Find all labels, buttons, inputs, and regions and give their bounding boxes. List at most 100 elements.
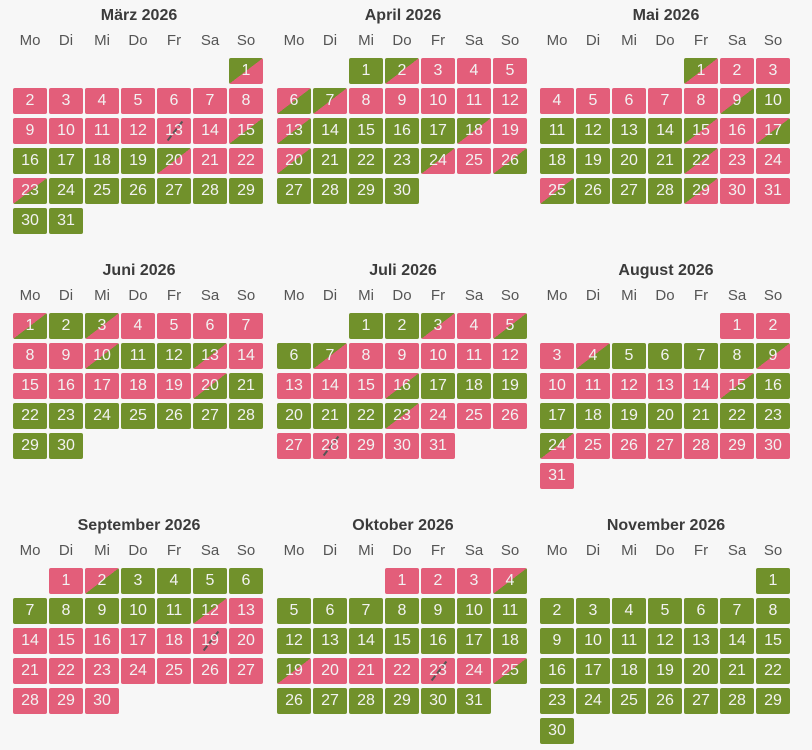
day-cell-r[interactable]: 30 bbox=[85, 688, 119, 714]
day-cell-g[interactable]: 15 bbox=[349, 118, 383, 144]
day-cell-r[interactable]: 13 bbox=[229, 598, 263, 624]
day-cell-g[interactable]: 7 bbox=[349, 598, 383, 624]
day-cell-r[interactable]: 4 bbox=[540, 88, 574, 114]
day-cell-g[interactable]: 30 bbox=[421, 688, 455, 714]
day-cell-r[interactable]: 10 bbox=[49, 118, 83, 144]
day-cell-g[interactable]: 22 bbox=[756, 658, 790, 684]
day-cell-gr[interactable]: 2 bbox=[385, 58, 419, 84]
day-cell-g[interactable]: 22 bbox=[349, 403, 383, 429]
day-cell-g[interactable]: 13 bbox=[313, 628, 347, 654]
day-cell-gr[interactable]: 1 bbox=[229, 58, 263, 84]
day-cell-g[interactable]: 18 bbox=[612, 658, 646, 684]
day-cell-r[interactable]: 23 bbox=[720, 148, 754, 174]
day-cell-g[interactable]: 12 bbox=[157, 343, 191, 369]
day-cell-g[interactable]: 14 bbox=[648, 118, 682, 144]
day-cell-x[interactable]: 28 bbox=[313, 433, 347, 459]
day-cell-g[interactable]: 4 bbox=[157, 568, 191, 594]
day-cell-r[interactable]: 3 bbox=[49, 88, 83, 114]
day-cell-r[interactable]: 16 bbox=[49, 373, 83, 399]
day-cell-r[interactable]: 20 bbox=[313, 658, 347, 684]
day-cell-g[interactable]: 2 bbox=[540, 598, 574, 624]
day-cell-r[interactable]: 2 bbox=[421, 568, 455, 594]
day-cell-r[interactable]: 4 bbox=[85, 88, 119, 114]
day-cell-x[interactable]: 19 bbox=[193, 628, 227, 654]
day-cell-r[interactable]: 25 bbox=[157, 658, 191, 684]
day-cell-r[interactable]: 12 bbox=[493, 88, 527, 114]
day-cell-r[interactable]: 6 bbox=[612, 88, 646, 114]
day-cell-gr[interactable]: 19 bbox=[277, 658, 311, 684]
day-cell-g[interactable]: 10 bbox=[576, 628, 610, 654]
day-cell-g[interactable]: 25 bbox=[85, 178, 119, 204]
day-cell-r[interactable]: 25 bbox=[457, 403, 491, 429]
day-cell-g[interactable]: 9 bbox=[540, 628, 574, 654]
day-cell-g[interactable]: 25 bbox=[612, 688, 646, 714]
day-cell-r[interactable]: 25 bbox=[576, 433, 610, 459]
day-cell-g[interactable]: 17 bbox=[49, 148, 83, 174]
day-cell-r[interactable]: 7 bbox=[193, 88, 227, 114]
day-cell-r[interactable]: 21 bbox=[193, 148, 227, 174]
day-cell-r[interactable]: 24 bbox=[457, 658, 491, 684]
day-cell-g[interactable]: 29 bbox=[13, 433, 47, 459]
day-cell-g[interactable]: 18 bbox=[493, 628, 527, 654]
day-cell-r[interactable]: 8 bbox=[349, 88, 383, 114]
day-cell-g[interactable]: 28 bbox=[720, 688, 754, 714]
day-cell-g[interactable]: 18 bbox=[85, 148, 119, 174]
day-cell-g[interactable]: 28 bbox=[349, 688, 383, 714]
day-cell-g[interactable]: 28 bbox=[313, 178, 347, 204]
day-cell-g[interactable]: 20 bbox=[684, 658, 718, 684]
day-cell-gr[interactable]: 23 bbox=[385, 403, 419, 429]
day-cell-r[interactable]: 4 bbox=[457, 313, 491, 339]
day-cell-rg[interactable]: 15 bbox=[229, 118, 263, 144]
day-cell-r[interactable]: 18 bbox=[157, 628, 191, 654]
day-cell-g[interactable]: 20 bbox=[648, 403, 682, 429]
day-cell-r[interactable]: 24 bbox=[421, 403, 455, 429]
day-cell-gr[interactable]: 20 bbox=[157, 148, 191, 174]
day-cell-g[interactable]: 7 bbox=[684, 343, 718, 369]
day-cell-rg[interactable]: 25 bbox=[540, 178, 574, 204]
day-cell-g[interactable]: 14 bbox=[313, 118, 347, 144]
day-cell-rg[interactable]: 4 bbox=[493, 568, 527, 594]
day-cell-r[interactable]: 10 bbox=[421, 88, 455, 114]
day-cell-rg[interactable]: 16 bbox=[385, 373, 419, 399]
day-cell-r[interactable]: 14 bbox=[313, 373, 347, 399]
day-cell-rg[interactable]: 1 bbox=[13, 313, 47, 339]
day-cell-r[interactable]: 14 bbox=[13, 628, 47, 654]
day-cell-g[interactable]: 24 bbox=[85, 403, 119, 429]
day-cell-g[interactable]: 5 bbox=[193, 568, 227, 594]
day-cell-g[interactable]: 15 bbox=[756, 628, 790, 654]
day-cell-r[interactable]: 9 bbox=[49, 343, 83, 369]
day-cell-r[interactable]: 15 bbox=[13, 373, 47, 399]
day-cell-r[interactable]: 3 bbox=[421, 58, 455, 84]
day-cell-g[interactable]: 19 bbox=[612, 403, 646, 429]
day-cell-r[interactable]: 19 bbox=[157, 373, 191, 399]
day-cell-r[interactable]: 19 bbox=[493, 118, 527, 144]
day-cell-r[interactable]: 9 bbox=[13, 118, 47, 144]
day-cell-r[interactable]: 7 bbox=[229, 313, 263, 339]
day-cell-g[interactable]: 30 bbox=[13, 208, 47, 234]
day-cell-r[interactable]: 13 bbox=[648, 373, 682, 399]
day-cell-r[interactable]: 30 bbox=[756, 433, 790, 459]
day-cell-g[interactable]: 10 bbox=[457, 598, 491, 624]
day-cell-x[interactable]: 23 bbox=[421, 658, 455, 684]
day-cell-rg[interactable]: 9 bbox=[720, 88, 754, 114]
day-cell-g[interactable]: 18 bbox=[540, 148, 574, 174]
day-cell-r[interactable]: 12 bbox=[493, 343, 527, 369]
day-cell-gr[interactable]: 1 bbox=[684, 58, 718, 84]
day-cell-r[interactable]: 3 bbox=[756, 58, 790, 84]
day-cell-r[interactable]: 2 bbox=[720, 58, 754, 84]
day-cell-r[interactable]: 14 bbox=[684, 373, 718, 399]
day-cell-g[interactable]: 24 bbox=[576, 688, 610, 714]
day-cell-g[interactable]: 3 bbox=[576, 598, 610, 624]
day-cell-g[interactable]: 17 bbox=[421, 373, 455, 399]
day-cell-gr[interactable]: 9 bbox=[756, 343, 790, 369]
day-cell-g[interactable]: 5 bbox=[612, 343, 646, 369]
day-cell-g[interactable]: 19 bbox=[121, 148, 155, 174]
day-cell-r[interactable]: 29 bbox=[49, 688, 83, 714]
day-cell-r[interactable]: 2 bbox=[756, 313, 790, 339]
day-cell-r[interactable]: 29 bbox=[349, 433, 383, 459]
day-cell-g[interactable]: 9 bbox=[85, 598, 119, 624]
day-cell-r[interactable]: 24 bbox=[121, 658, 155, 684]
day-cell-r[interactable]: 5 bbox=[493, 58, 527, 84]
day-cell-g[interactable]: 8 bbox=[720, 343, 754, 369]
day-cell-g[interactable]: 6 bbox=[229, 568, 263, 594]
